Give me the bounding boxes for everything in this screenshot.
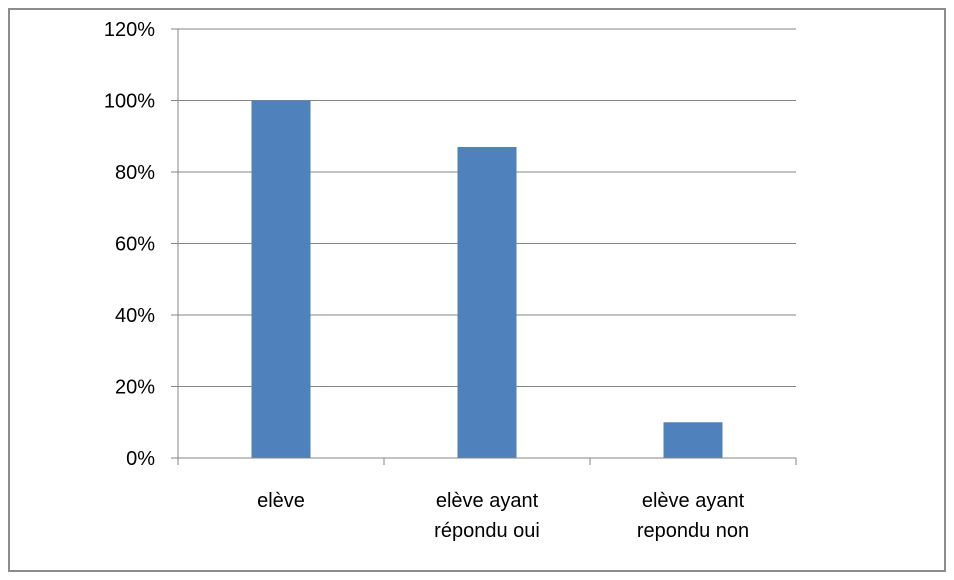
y-tick-label-0: 0%: [126, 448, 155, 470]
x-category-label-2-line-0: elève ayant: [642, 490, 745, 512]
x-category-label-0-line-0: elève: [257, 490, 305, 512]
y-tick-label-4: 80%: [115, 162, 155, 184]
x-category-label-1-line-0: elève ayant: [436, 490, 539, 512]
y-tick-label-2: 40%: [115, 305, 155, 327]
y-tick-label-5: 100%: [104, 91, 155, 113]
y-tick-label-3: 60%: [115, 234, 155, 256]
bar-1: [457, 146, 517, 458]
bar-0: [251, 100, 311, 458]
x-category-label-1-line-1: répondu oui: [434, 520, 540, 542]
y-tick-label-6: 120%: [104, 19, 155, 41]
y-tick-label-1: 20%: [115, 377, 155, 399]
x-category-label-2-line-1: repondu non: [637, 520, 749, 542]
bar-2: [663, 422, 723, 458]
